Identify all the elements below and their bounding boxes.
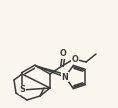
Text: O: O (72, 55, 78, 64)
Text: O: O (60, 49, 67, 59)
Text: N: N (62, 72, 68, 82)
Text: S: S (20, 86, 25, 94)
